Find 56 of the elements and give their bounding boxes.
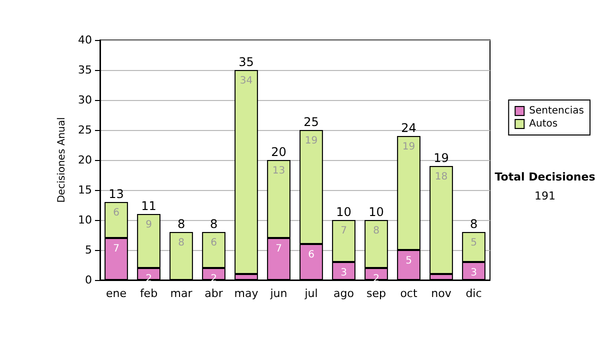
y-tick-label: 5 (85, 244, 92, 256)
x-tick-label: dic (466, 287, 482, 300)
y-tick-label: 30 (78, 94, 92, 106)
x-tick-label: jun (269, 287, 288, 300)
total-label: 35 (238, 55, 254, 69)
x-tick-label: may (234, 287, 259, 300)
total-label: 10 (336, 205, 352, 219)
x-tick-label: ene (106, 287, 127, 300)
y-tick-label: 20 (78, 154, 92, 166)
data-label: 19 (304, 136, 318, 146)
x-tick-label: mar (170, 287, 193, 300)
data-label: 19 (402, 142, 416, 152)
x-tick-label: ago (334, 287, 354, 300)
y-axis-title: Decisiones Anual (56, 117, 68, 203)
total-label: 8 (177, 217, 186, 231)
y-tick-label: 0 (85, 274, 92, 286)
data-label: 34 (240, 76, 253, 86)
total-label: 20 (271, 145, 286, 159)
text: 191 (534, 190, 556, 202)
total-label: 13 (108, 187, 124, 201)
total-label: 8 (210, 217, 218, 231)
data-label: 3 (470, 268, 477, 278)
data-label: 7 (113, 244, 120, 254)
x-tick-label: sep (366, 287, 386, 300)
data-label: 18 (434, 172, 448, 182)
total-label: 8 (470, 217, 478, 231)
y-tick-label: 25 (78, 124, 92, 136)
data-label: 7 (340, 226, 347, 236)
total-label: 10 (368, 205, 384, 219)
data-label: 5 (470, 238, 477, 248)
total-label: 24 (401, 121, 416, 135)
data-label: 8 (178, 238, 184, 248)
y-tick-label: 40 (78, 34, 92, 46)
data-label: 3 (340, 268, 347, 278)
x-tick-label: jul (304, 287, 318, 300)
total-label: 19 (434, 151, 449, 165)
data-label: 8 (373, 226, 380, 236)
text: Total Decisiones (494, 170, 596, 184)
data-label: 13 (272, 166, 286, 176)
data-label: 7 (276, 244, 282, 254)
data-label: 9 (146, 220, 152, 230)
legend-label: Autos (529, 118, 558, 130)
total-label: 25 (304, 115, 319, 129)
data-label: 6 (113, 208, 120, 218)
total-label: 11 (141, 199, 156, 213)
data-label: 6 (210, 238, 217, 248)
x-tick-label: nov (431, 287, 452, 300)
data-label: 5 (406, 256, 412, 266)
x-tick-label: abr (204, 287, 224, 300)
legend-label: Sentencias (529, 106, 584, 116)
y-tick-label: 15 (78, 184, 92, 196)
x-tick-label: feb (140, 287, 158, 300)
y-tick-label: 35 (78, 64, 92, 76)
data-label: 6 (308, 250, 314, 260)
y-tick-label: 10 (78, 214, 92, 226)
x-tick-label: oct (400, 287, 418, 300)
